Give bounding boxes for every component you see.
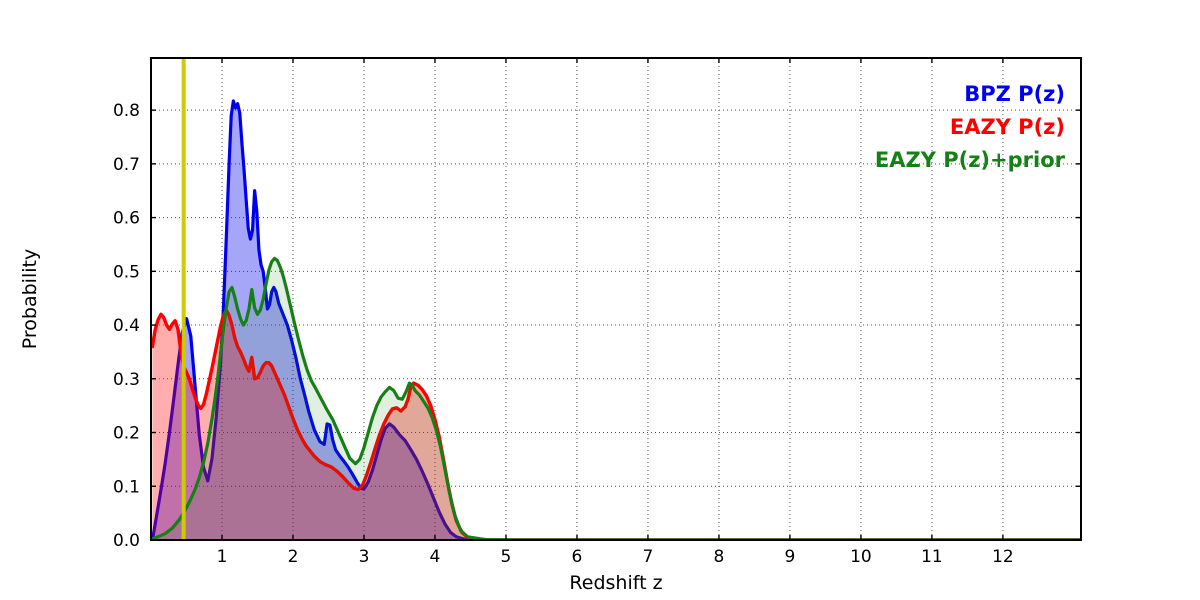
tick-labels: 1 2 3 4 5 6 7 8 9 10 11 120.00.10.20.30.40.50.60.70…	[113, 101, 1014, 567]
x-tick-label: 12	[992, 547, 1014, 567]
plot-frame	[150, 57, 1082, 541]
series-line-0	[151, 99, 1081, 540]
legend-label-2: EAZY P(z)+prior	[875, 148, 1066, 172]
axes-frame	[150, 57, 1082, 541]
x-tick-label: 10	[850, 547, 872, 567]
series-line-2	[151, 256, 1081, 540]
series-layer	[151, 99, 1081, 540]
chart-legend: BPZ P(z) EAZY P(z) EAZY P(z)+prior	[875, 82, 1066, 172]
x-tick-label: 1	[217, 547, 228, 567]
legend-label-0: BPZ P(z)	[964, 82, 1065, 106]
grid-lines	[151, 58, 1081, 540]
y-axis-title: Probability	[19, 249, 41, 349]
series-fill-2	[152, 258, 1081, 540]
x-tick-label: 2	[288, 547, 299, 567]
x-tick-label: 9	[785, 547, 796, 567]
y-tick-label: 0.6	[113, 209, 140, 229]
y-tick-label: 0.3	[113, 370, 140, 390]
y-tick-label: 0.8	[113, 101, 140, 121]
y-tick-label: 0.5	[113, 262, 140, 282]
x-tick-label: 7	[643, 547, 654, 567]
x-axis-title: Redshift z	[569, 572, 662, 594]
y-tick-label: 0.7	[113, 155, 140, 175]
x-tick-label: 5	[501, 547, 512, 567]
y-tick-label: 0.0	[113, 531, 140, 551]
y-tick-label: 0.4	[113, 316, 140, 336]
x-tick-label: 11	[921, 547, 943, 567]
x-tick-label: 8	[714, 547, 725, 567]
y-tick-label: 0.2	[113, 424, 140, 444]
legend-label-1: EAZY P(z)	[950, 115, 1065, 139]
x-tick-label: 3	[359, 547, 370, 567]
tick-marks	[151, 58, 1081, 541]
x-tick-label: 6	[572, 547, 583, 567]
y-tick-label: 0.1	[113, 477, 140, 497]
x-tick-label: 4	[430, 547, 441, 567]
series-fill-1	[152, 310, 1081, 540]
